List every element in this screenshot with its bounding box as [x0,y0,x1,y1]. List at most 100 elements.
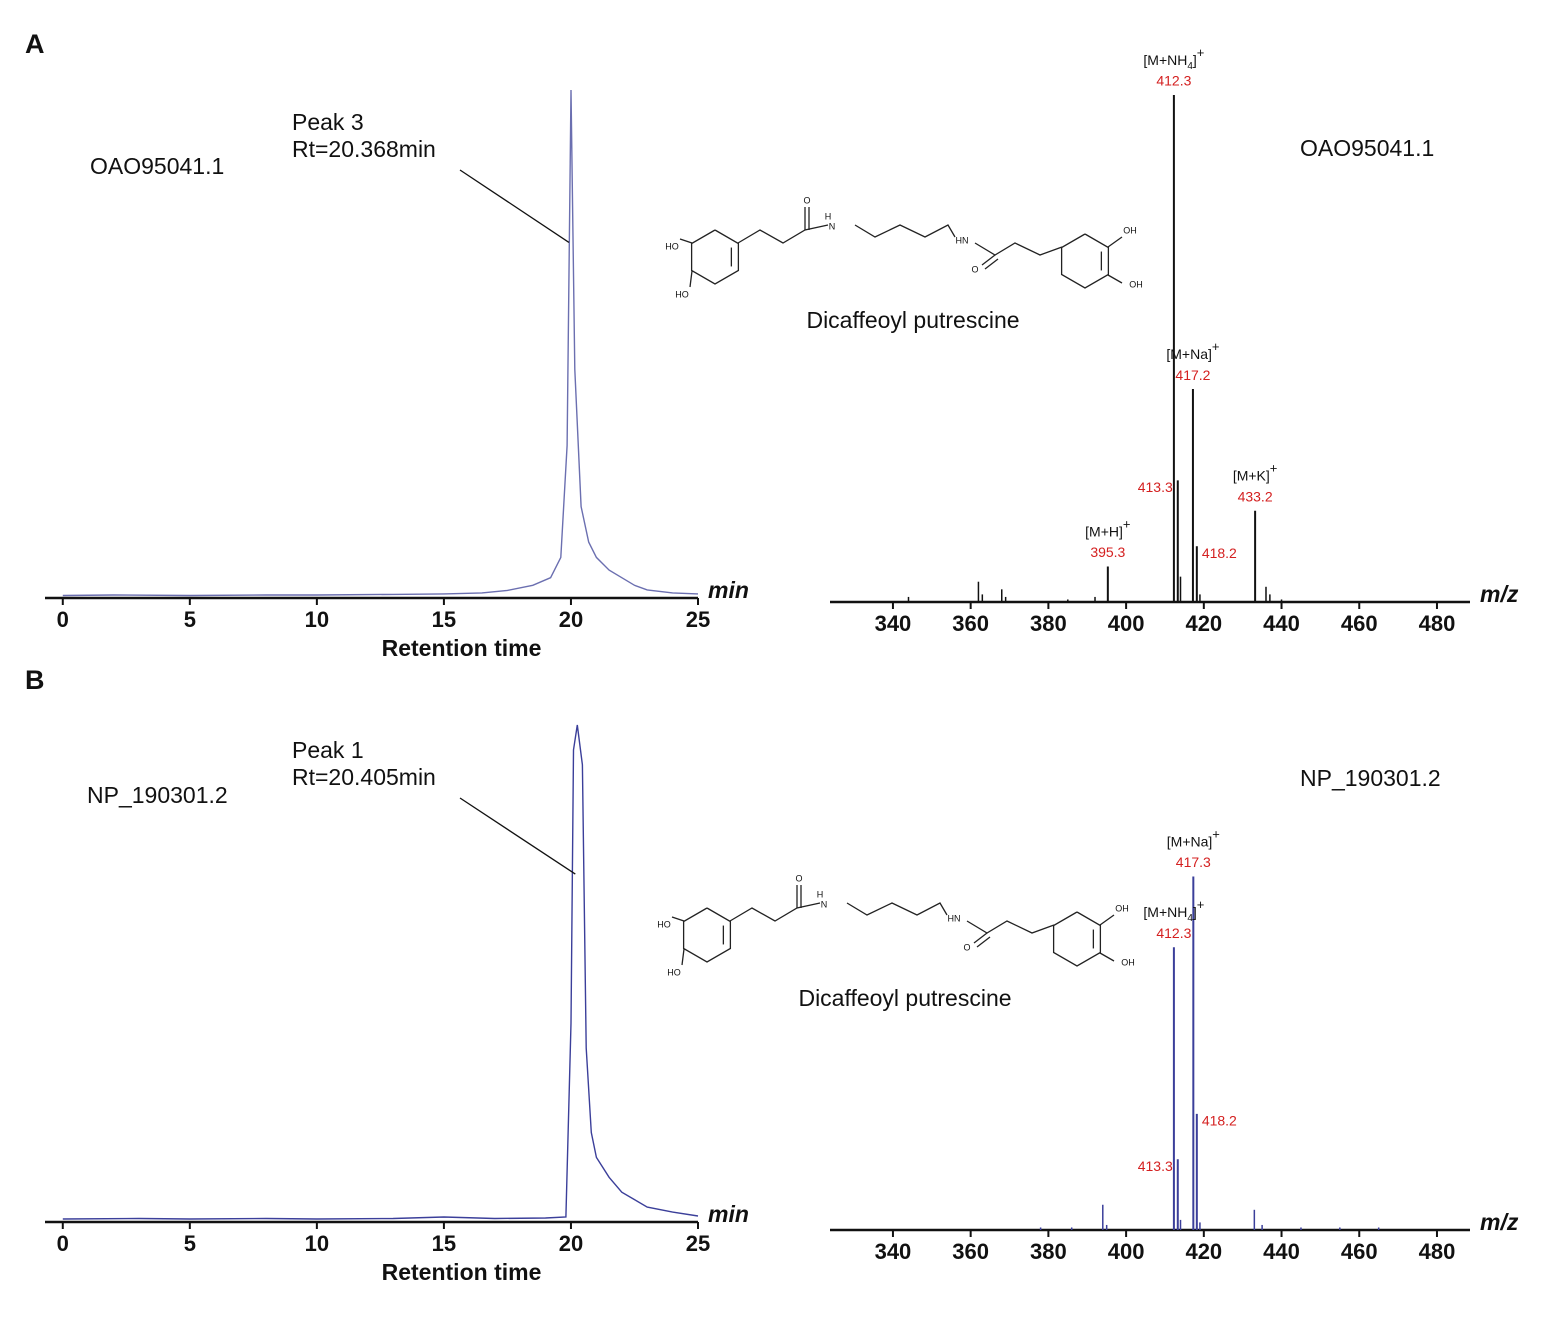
atom-label: N [821,899,828,909]
x-tick-label: 340 [875,611,912,636]
x-tick-label: 25 [686,607,710,632]
peak-annotation: Rt=20.368min [292,136,436,162]
peak-annotation: Rt=20.405min [292,764,436,790]
atom-label: OH [1115,903,1129,913]
atom-label: HO [657,919,671,929]
ion-label: [M+K]+ [1233,461,1278,484]
x-tick-label: 20 [559,1231,583,1256]
atom-label: O [795,873,802,883]
sample-label: OAO95041.1 [90,153,224,179]
bond [974,242,1063,256]
x-tick-label: 5 [184,1231,196,1256]
x-tick-label: 0 [57,1231,69,1256]
ion-label: [M+NH4]+ [1143,897,1204,924]
atom-label: O [971,264,978,274]
mz-label: 413.3 [1138,1158,1173,1174]
atom-label: HO [667,967,681,977]
x-axis-title: Retention time [382,1259,542,1285]
sample-label: OAO95041.1 [1300,135,1434,161]
atom-label: HN [956,235,969,245]
bond [973,932,988,944]
x-tick-label: 380 [1030,1239,1067,1264]
x-tick-label: 400 [1108,1239,1145,1264]
x-tick-label: 420 [1185,611,1222,636]
structure-name: Dicaffeoyl putrescine [798,985,1011,1011]
x-tick-label: 20 [559,607,583,632]
atom-label: OH [1121,957,1135,967]
x-tick-label: 380 [1030,611,1067,636]
bond [1099,914,1115,926]
x-tick-label: 480 [1419,611,1456,636]
x-tick-label: 460 [1341,611,1378,636]
structure-name: Dicaffeoyl putrescine [806,307,1019,333]
mz-label: 418.2 [1202,1113,1237,1129]
ion-label: [M+Na]+ [1167,826,1220,849]
x-tick-label: 340 [875,1239,912,1264]
mz-label: 412.3 [1156,73,1191,89]
chromatogram-trace [62,89,699,597]
bond [737,224,829,244]
atom-label: HO [665,241,679,251]
annotation-leader [459,169,570,243]
x-tick-label: 480 [1419,1239,1456,1264]
mz-label: 417.2 [1175,367,1210,383]
panel-label: A [25,29,45,59]
x-tick-label: 400 [1108,611,1145,636]
bond [984,258,999,270]
atom-label: N [829,221,836,231]
bond [846,902,948,916]
bond [1107,236,1123,248]
bond [981,254,996,266]
ion-label: [M+Na]+ [1166,339,1219,362]
x-tick-label: 0 [57,607,69,632]
mz-label: 395.3 [1090,544,1125,560]
x-unit: min [708,1201,749,1227]
mz-label: 418.2 [1202,545,1237,561]
mz-label: 433.2 [1238,488,1273,504]
peak-annotation: Peak 1 [292,737,364,763]
x-tick-label: 460 [1341,1239,1378,1264]
x-tick-label: 440 [1263,1239,1300,1264]
annotation-leader [459,797,576,875]
chromatogram-trace [62,724,699,1220]
atom-label: HO [675,289,689,299]
atom-label: HN [948,913,961,923]
mz-label: 412.3 [1156,925,1191,941]
bond [681,948,685,966]
bond [854,224,956,238]
bond [729,902,821,922]
bond [671,916,685,922]
atom-label: O [963,942,970,952]
x-tick-label: 10 [305,607,329,632]
bond [976,936,991,948]
x-unit: m/z [1480,581,1519,607]
x-tick-label: 360 [952,611,989,636]
x-unit: min [708,577,749,603]
sample-label: NP_190301.2 [1300,765,1441,791]
x-tick-label: 440 [1263,611,1300,636]
x-tick-label: 420 [1185,1239,1222,1264]
x-tick-label: 15 [432,1231,456,1256]
atom-label: OH [1129,279,1143,289]
atom-label: H [817,889,824,899]
bond [679,238,693,244]
ion-label: [M+H]+ [1085,516,1130,539]
bond [1107,274,1123,284]
x-tick-label: 5 [184,607,196,632]
bond [689,270,693,288]
atom-label: O [803,195,810,205]
atom-label: OH [1123,225,1137,235]
x-unit: m/z [1480,1209,1519,1235]
x-tick-label: 25 [686,1231,710,1256]
bond [966,920,1055,934]
x-tick-label: 10 [305,1231,329,1256]
x-axis-title: Retention time [382,635,542,661]
mz-label: 413.3 [1138,479,1173,495]
x-tick-label: 360 [952,1239,989,1264]
peak-annotation: Peak 3 [292,109,364,135]
panel-label: B [25,665,45,695]
mz-label: 417.3 [1176,854,1211,870]
